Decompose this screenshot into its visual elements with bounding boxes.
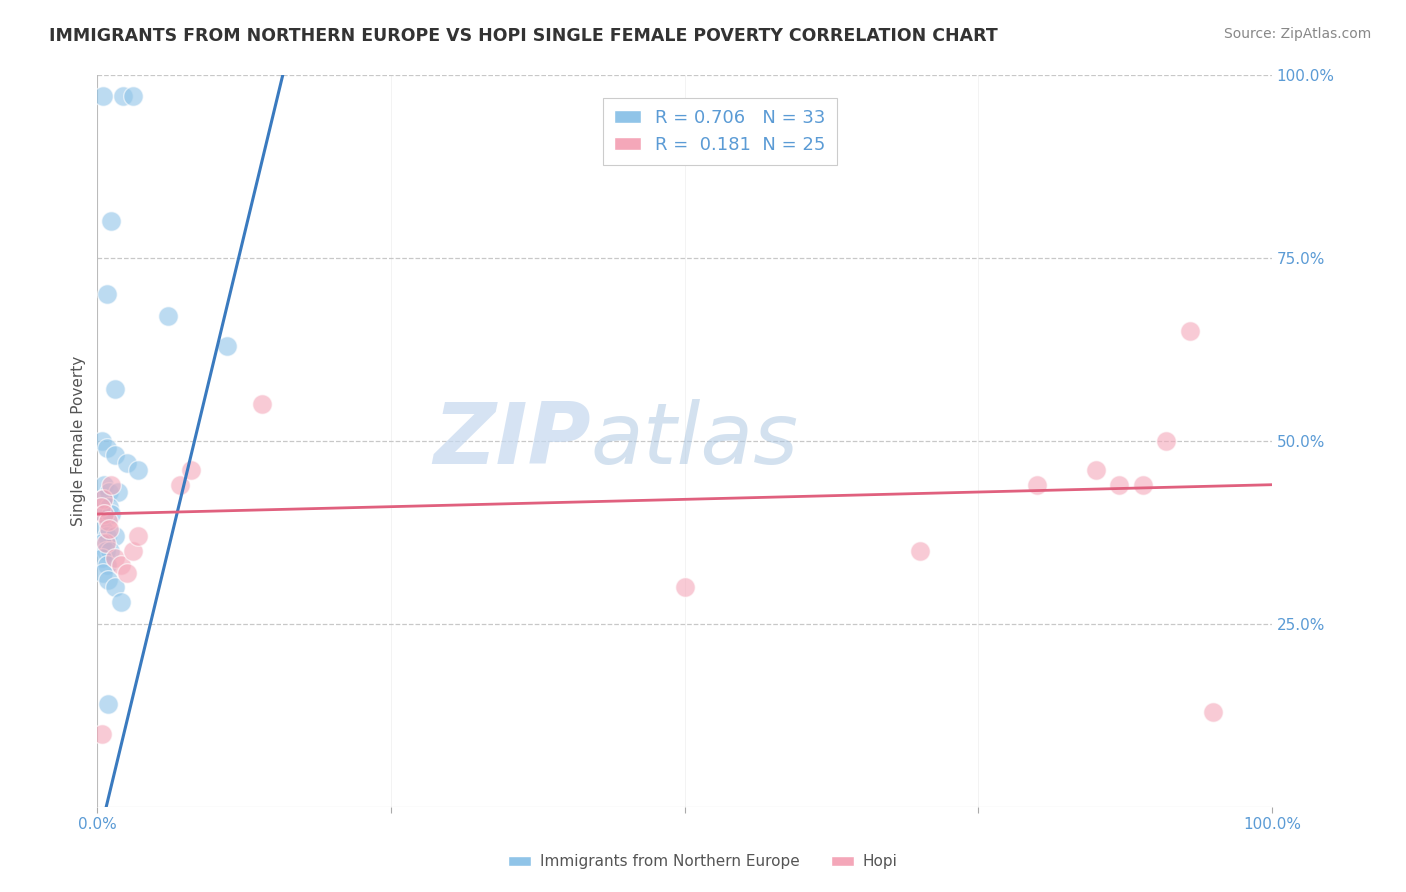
Point <box>96 287 118 301</box>
Point <box>110 595 132 609</box>
Point <box>115 566 138 580</box>
Point <box>91 89 114 103</box>
Point <box>96 441 118 455</box>
Point <box>110 558 132 573</box>
Point <box>1154 434 1177 448</box>
Legend: Immigrants from Northern Europe, Hopi: Immigrants from Northern Europe, Hopi <box>502 848 904 875</box>
Point <box>93 477 115 491</box>
Point <box>127 529 149 543</box>
Point <box>107 485 129 500</box>
Text: IMMIGRANTS FROM NORTHERN EUROPE VS HOPI SINGLE FEMALE POVERTY CORRELATION CHART: IMMIGRANTS FROM NORTHERN EUROPE VS HOPI … <box>49 27 998 45</box>
Point <box>91 492 114 507</box>
Legend: R = 0.706   N = 33, R =  0.181  N = 25: R = 0.706 N = 33, R = 0.181 N = 25 <box>603 98 837 165</box>
Point <box>94 543 117 558</box>
Point <box>1084 463 1107 477</box>
Point <box>97 514 120 528</box>
Point <box>169 477 191 491</box>
Point <box>100 477 122 491</box>
Point <box>93 507 115 521</box>
Point <box>97 573 120 587</box>
Y-axis label: Single Female Poverty: Single Female Poverty <box>72 356 86 526</box>
Point <box>115 456 138 470</box>
Point <box>90 500 112 514</box>
Point <box>1178 324 1201 338</box>
Point <box>121 543 143 558</box>
Point <box>96 529 118 543</box>
Point <box>1202 705 1225 719</box>
Point <box>91 566 114 580</box>
Point <box>98 522 121 536</box>
Point <box>112 89 135 103</box>
Point <box>97 698 120 712</box>
Text: Source: ZipAtlas.com: Source: ZipAtlas.com <box>1223 27 1371 41</box>
Point <box>104 550 127 565</box>
Point <box>93 507 115 521</box>
Point <box>180 463 202 477</box>
Point <box>127 463 149 477</box>
Point <box>94 536 117 550</box>
Point <box>91 550 114 565</box>
Point <box>215 338 238 352</box>
Point <box>91 727 114 741</box>
Point <box>104 580 127 594</box>
Point <box>96 558 118 573</box>
Point <box>156 310 179 324</box>
Point <box>98 485 121 500</box>
Point <box>91 492 114 507</box>
Point <box>98 500 121 514</box>
Point <box>673 580 696 594</box>
Point <box>91 522 114 536</box>
Point <box>1026 477 1049 491</box>
Point <box>104 449 127 463</box>
Point <box>1132 477 1154 491</box>
Point <box>100 507 122 521</box>
Point <box>1108 477 1130 491</box>
Point <box>100 214 122 228</box>
Point <box>121 89 143 103</box>
Point <box>91 536 114 550</box>
Point <box>104 383 127 397</box>
Point <box>91 434 114 448</box>
Text: ZIP: ZIP <box>433 400 591 483</box>
Point <box>250 397 273 411</box>
Point <box>98 543 121 558</box>
Text: atlas: atlas <box>591 400 799 483</box>
Point <box>908 543 931 558</box>
Point <box>104 529 127 543</box>
